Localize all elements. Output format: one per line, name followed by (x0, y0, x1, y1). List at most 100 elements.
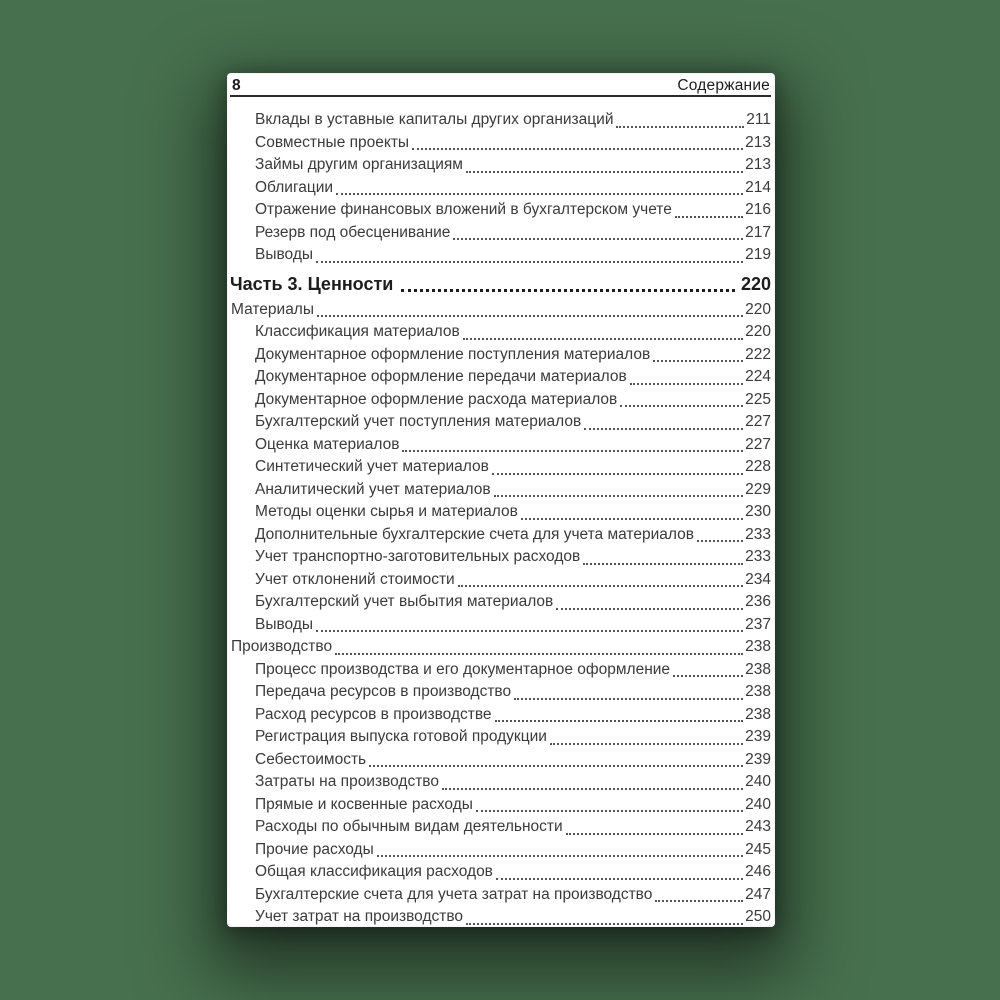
toc-entry: Классификация материалов 220 (230, 321, 771, 344)
toc-entry: Совместные проекты 213 (230, 132, 771, 155)
toc-entry-label: Бухгалтерский учет выбытия материалов (255, 593, 554, 610)
toc-entry: Бухгалтерский учет выбытия материалов 236 (230, 591, 771, 614)
toc-entry-label: Методы оценки сырья и материалов (255, 503, 518, 520)
dot-leader (512, 681, 744, 704)
toc-entry-label: Передача ресурсов в производство (255, 683, 512, 700)
toc-entry-page: 250 (745, 908, 771, 925)
toc-entry: Производство 238 (230, 636, 771, 659)
dot-leader (614, 109, 745, 132)
toc-entry: Расход ресурсов в производстве 238 (230, 704, 771, 727)
toc-entry-label: Классификация материалов (255, 323, 460, 340)
toc-entry-label: Учет затрат на производство (255, 908, 464, 925)
toc-entry-label: Общая классификация расходов (255, 863, 493, 880)
toc-entry: Общая классификация расходов 246 (230, 861, 771, 884)
toc-entry: Отражение финансовых вложений в бухгалте… (230, 199, 771, 222)
dot-leader (474, 794, 744, 817)
toc-entry: Себестоимость 239 (230, 749, 771, 772)
toc-entry-label: Учет транспортно-заготовительных расходо… (255, 548, 581, 565)
toc-entry-page: 236 (745, 593, 771, 610)
toc-entry-page: 217 (745, 223, 771, 241)
toc-entry-page: 213 (745, 156, 771, 173)
dot-leader (375, 839, 744, 862)
toc-entry-page: 234 (745, 570, 771, 588)
toc-entry-page: 222 (745, 345, 771, 363)
dot-leader (367, 749, 744, 772)
toc-entry-page: 228 (745, 458, 771, 475)
toc-entry-page: 239 (745, 750, 771, 768)
toc-entry-label: Процесс производства и его документарное… (255, 660, 671, 678)
toc-entry-label: Регистрация выпуска готовой продукции (255, 728, 547, 745)
toc-entry-label: Отражение финансовых вложений в бухгалте… (255, 201, 672, 218)
toc-entry-label: Дополнительные бухгалтерские счета для у… (255, 525, 694, 543)
dot-leader (464, 154, 744, 177)
toc-entry-page: 238 (745, 638, 771, 655)
toc-entry: Бухгалтерский учет поступления материало… (230, 411, 771, 434)
toc-entry: Выводы 237 (230, 614, 771, 637)
dot-leader (314, 614, 744, 637)
toc-entry-label: Синтетический учет материалов (255, 458, 489, 475)
toc-entry: Передача ресурсов в производство 238 (230, 681, 771, 704)
dot-leader (400, 434, 744, 457)
toc-entry: Выводы 219 (230, 244, 771, 267)
dot-leader (461, 321, 744, 344)
toc-entry-label: Документарное оформление поступления мат… (255, 345, 651, 363)
toc-entry-label: Часть 3. Ценности (230, 273, 394, 294)
toc-entry-page: 220 (740, 273, 771, 294)
dot-leader (671, 659, 744, 682)
dot-leader (695, 524, 744, 547)
toc-entry: Резерв под обесценивание 217 (230, 222, 771, 245)
toc-entry-page: 229 (745, 480, 771, 498)
toc-list: Вклады в уставные капиталы других органи… (230, 109, 771, 929)
toc-entry: Документарное оформление расхода материа… (230, 389, 771, 412)
toc-entry: Затраты на производство 240 (230, 771, 771, 794)
toc-entry-page: 238 (745, 705, 771, 723)
toc-entry: Займы другим организациям 213 (230, 154, 771, 177)
toc-entry-page: 233 (745, 525, 771, 543)
toc-entry-page: 213 (745, 133, 771, 151)
toc-entry-page: 237 (745, 615, 771, 633)
toc-entry-page: 211 (746, 111, 771, 128)
dot-leader (653, 884, 744, 907)
toc-entry-label: Вклады в уставные капиталы других органи… (255, 111, 614, 128)
toc-entry-page: 246 (745, 863, 771, 880)
toc-entry: Материалы 220 (230, 299, 771, 322)
header-title: Содержание (677, 77, 770, 94)
toc-entry-page: 224 (745, 368, 771, 385)
toc-entry: Учет затрат на производство 250 (230, 906, 771, 929)
toc-entry-page: 216 (745, 201, 771, 218)
dot-leader (399, 272, 736, 297)
dot-leader (582, 411, 744, 434)
toc-entry-page: 239 (745, 728, 771, 745)
toc-part-heading: Часть 3. Ценности 220 (230, 272, 771, 297)
toc-entry-page: 238 (745, 683, 771, 700)
toc-entry: Учет отклонений стоимости 234 (230, 569, 771, 592)
dot-leader (315, 299, 744, 322)
dot-leader (464, 906, 744, 929)
dot-leader (314, 244, 744, 267)
toc-entry-page: 245 (745, 840, 771, 858)
toc-entry-page: 225 (745, 390, 771, 408)
dot-leader (410, 132, 744, 155)
page-header: 8 Содержание (230, 75, 771, 97)
dot-leader (440, 771, 744, 794)
dot-leader (673, 199, 744, 222)
toc-entry-page: 227 (745, 413, 771, 430)
toc-entry: Документарное оформление поступления мат… (230, 344, 771, 367)
toc-entry-page: 214 (745, 178, 771, 196)
toc-entry-page: 238 (745, 660, 771, 678)
dot-leader (490, 456, 744, 479)
toc-entry-label: Документарное оформление передачи матери… (255, 368, 627, 385)
dot-leader (519, 501, 744, 524)
toc-entry: Прочие расходы 245 (230, 839, 771, 862)
toc-entry: Методы оценки сырья и материалов 230 (230, 501, 771, 524)
toc-entry: Бухгалтерские счета для учета затрат на … (230, 884, 771, 907)
dot-leader (628, 366, 744, 389)
dot-leader (581, 546, 744, 569)
toc-entry-label: Документарное оформление расхода материа… (255, 390, 618, 408)
toc-entry-page: 240 (745, 773, 771, 790)
toc-entry-label: Материалы (231, 300, 314, 318)
dot-leader (618, 389, 744, 412)
toc-entry-label: Займы другим организациям (255, 156, 463, 173)
toc-entry: Документарное оформление передачи матери… (230, 366, 771, 389)
